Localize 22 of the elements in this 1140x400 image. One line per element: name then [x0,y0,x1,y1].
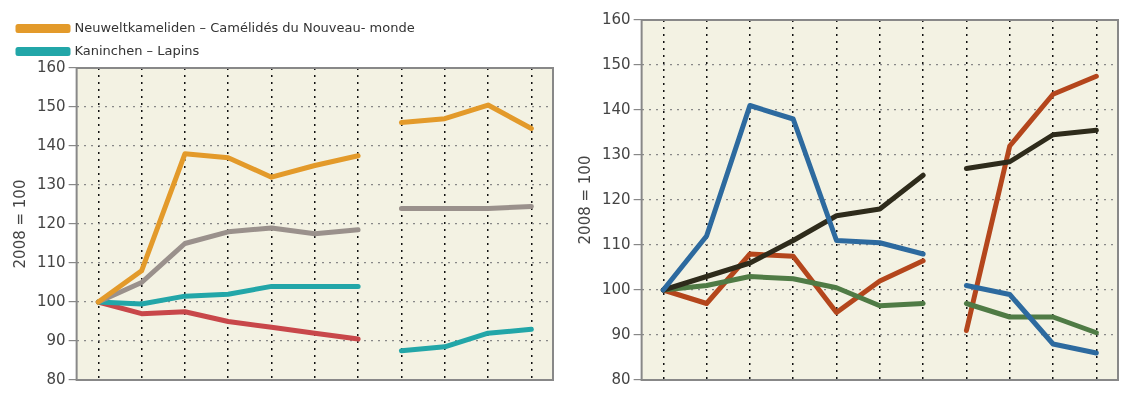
legend-label: Neuweltkameliden – Camélidés du Nouveau- monde [74,19,415,35]
y-tick-label: 150 [601,54,631,73]
legend-label: Kaninchen – Lapins [74,42,200,58]
y-tick-label: 150 [36,96,66,115]
y-tick-label: 100 [36,291,66,310]
y-tick-label: 140 [36,135,66,154]
y-tick-label: 90 [611,324,631,343]
y-tick-label: 90 [46,330,66,349]
y-tick-label: 120 [36,213,66,232]
y-tick-label: 80 [46,369,66,388]
y-tick-label: 140 [601,99,631,118]
y-tick-label: 110 [36,252,66,271]
y-tick-label: 120 [601,189,631,208]
y-axis-title: 2008 = 100 [10,179,29,269]
y-tick-label: 160 [601,9,631,28]
y-axis-title: 2008 = 100 [575,155,594,245]
y-tick-label: 130 [36,174,66,193]
y-tick-label: 130 [601,144,631,163]
y-tick-label: 160 [36,57,66,76]
y-tick-label: 100 [601,279,631,298]
y-tick-label: 80 [611,369,631,388]
y-tick-label: 110 [601,234,631,253]
